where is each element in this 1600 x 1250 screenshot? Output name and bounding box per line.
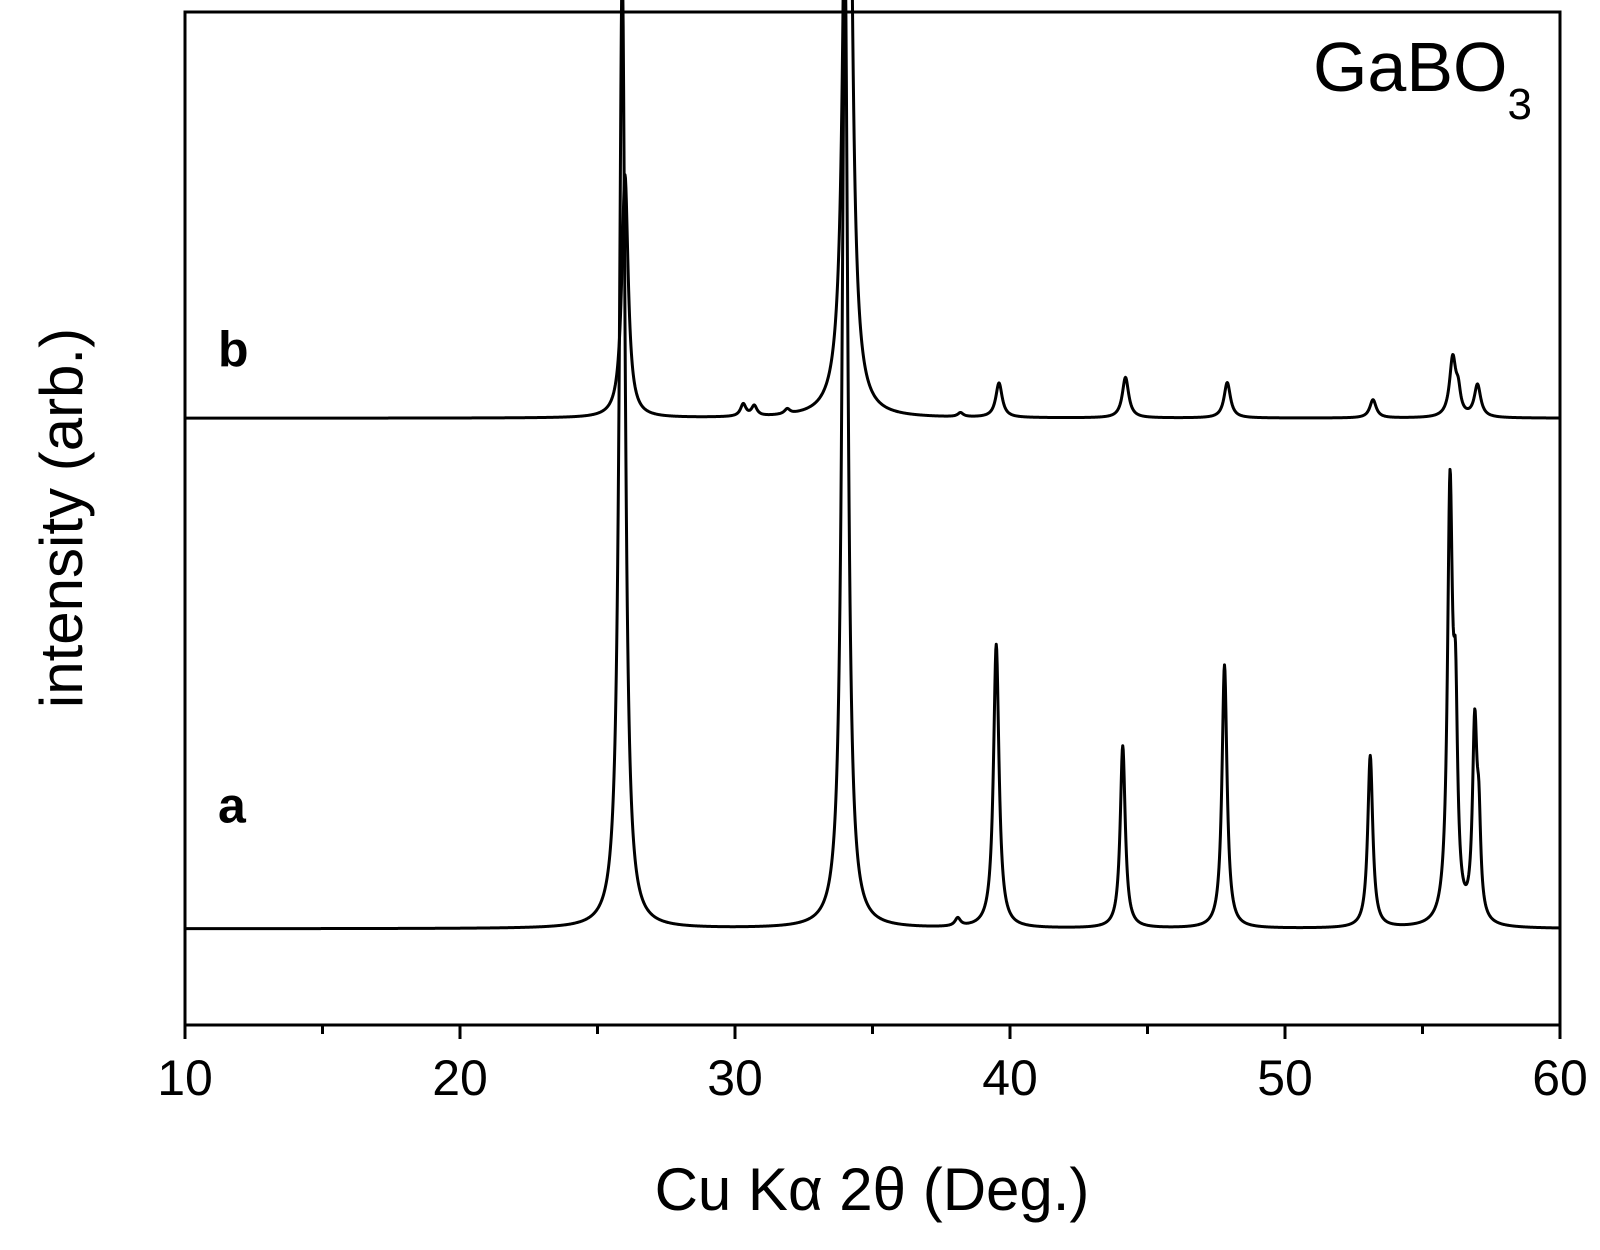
x-tick-label: 50 — [1257, 1050, 1313, 1106]
x-tick-label: 20 — [432, 1050, 488, 1106]
x-tick-label: 30 — [707, 1050, 763, 1106]
series-lines — [183, 0, 1562, 931]
plot-frame — [183, 10, 1562, 1027]
chart-title-main: GaBO — [1313, 28, 1508, 106]
x-tick-label: 40 — [982, 1050, 1038, 1106]
chart-title-subscript: 3 — [1508, 80, 1532, 129]
series-line-b — [183, 0, 1562, 420]
x-axis-tick-labels: 10 20 30 40 50 60 — [157, 1050, 1588, 1106]
series-label-b: b — [218, 322, 249, 378]
chart-title: GaBO3 — [1313, 28, 1532, 129]
series-labels: ab — [218, 322, 249, 834]
y-axis-label: intensity (arb.) — [28, 328, 95, 708]
x-axis-label: Cu Kα 2θ (Deg.) — [655, 1156, 1090, 1223]
x-axis-ticks — [183, 1025, 1562, 1039]
series-line-a — [183, 0, 1562, 931]
x-tick-label: 10 — [157, 1050, 213, 1106]
x-tick-label: 60 — [1532, 1050, 1588, 1106]
series-label-a: a — [218, 777, 247, 833]
